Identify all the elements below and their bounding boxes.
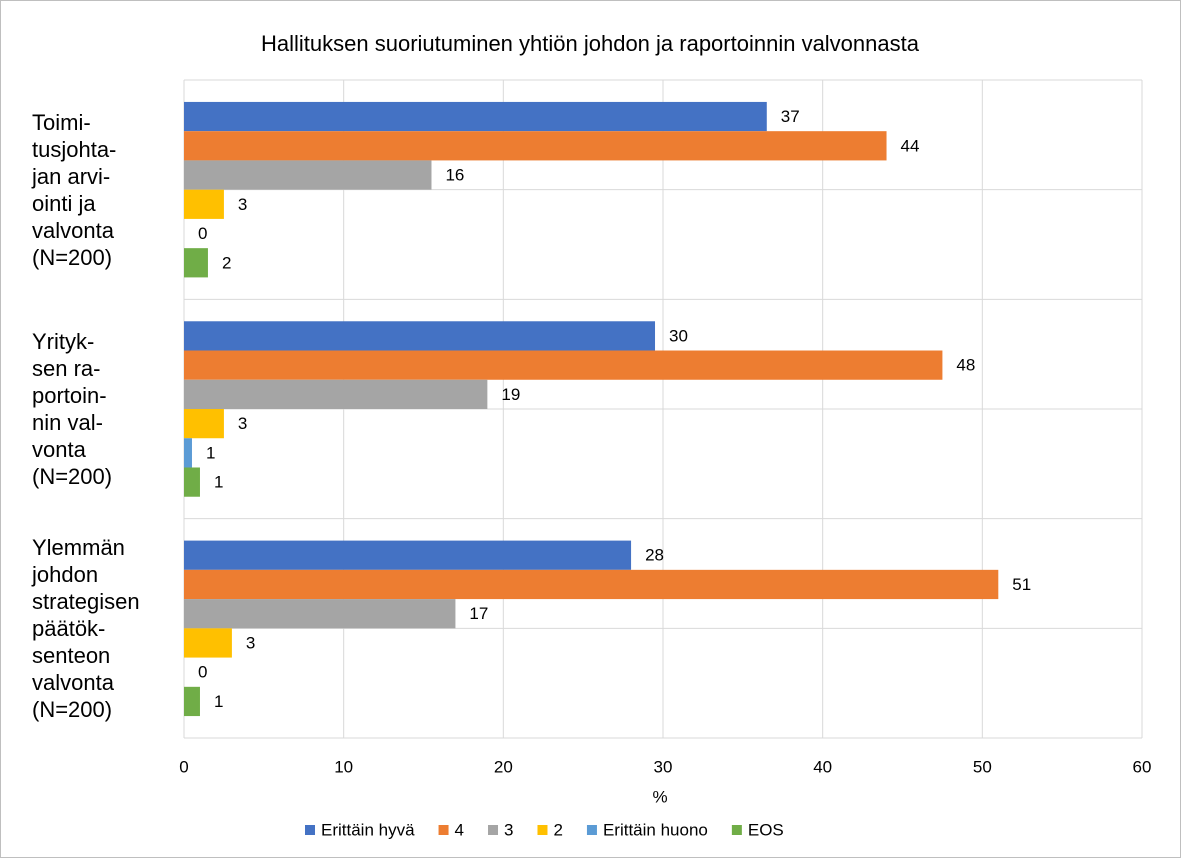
chart-title: Hallituksen suoriutuminen yhtiön johdon … <box>261 31 920 56</box>
x-axis-label: % <box>652 787 667 806</box>
bar <box>184 101 767 132</box>
legend-label: 3 <box>504 820 513 839</box>
x-tick-label: 30 <box>654 757 673 776</box>
legend-swatch <box>305 825 315 835</box>
bar <box>184 379 488 409</box>
bar <box>184 540 632 570</box>
bar <box>184 131 887 161</box>
data-label: 37 <box>781 107 800 126</box>
bar <box>184 248 208 278</box>
bar <box>184 438 192 468</box>
bar <box>184 599 456 629</box>
bar <box>184 569 999 600</box>
data-label: 1 <box>214 473 223 492</box>
data-label: 2 <box>222 253 231 272</box>
data-label: 51 <box>1012 575 1031 594</box>
data-label: 30 <box>669 326 688 345</box>
y-tick-label: Yrityk- sen ra- portoin- nin val- vonta … <box>32 329 113 489</box>
x-tick-label: 40 <box>813 757 832 776</box>
x-tick-label: 0 <box>179 757 188 776</box>
legend-label: Erittäin hyvä <box>321 820 415 839</box>
legend-swatch <box>438 825 449 835</box>
y-tick-label: Toimi- tusjohta- jan arvi- ointi ja valv… <box>32 109 117 270</box>
data-label: 16 <box>445 166 464 185</box>
data-label: 17 <box>469 604 488 623</box>
data-label: 48 <box>956 356 975 375</box>
legend-swatch <box>488 825 499 835</box>
data-label: 19 <box>501 385 520 404</box>
data-label: 0 <box>198 224 207 243</box>
data-label: 3 <box>246 633 255 652</box>
x-tick-label: 50 <box>973 757 992 776</box>
bar <box>184 409 224 439</box>
data-label: 0 <box>198 663 207 682</box>
bar <box>184 321 656 351</box>
bar <box>184 160 432 190</box>
data-label: 3 <box>238 195 247 214</box>
data-label: 1 <box>214 692 223 711</box>
legend-swatch <box>586 825 597 835</box>
legend-label: 2 <box>553 820 562 839</box>
bar <box>184 189 224 219</box>
legend-label: EOS <box>748 820 784 839</box>
bar <box>184 350 943 380</box>
y-tick-label: Ylemmän johdon strategisen päätök- sente… <box>32 534 140 722</box>
data-label: 44 <box>901 136 920 155</box>
legend-label: 4 <box>455 820 464 839</box>
bar <box>184 628 232 658</box>
data-label: 28 <box>645 546 664 565</box>
legend-swatch <box>537 825 548 835</box>
x-tick-label: 10 <box>334 757 353 776</box>
data-label: 3 <box>238 414 247 433</box>
legend-swatch <box>731 825 742 835</box>
bar <box>184 467 200 497</box>
data-label: 1 <box>206 443 215 462</box>
x-tick-label: 60 <box>1133 757 1152 776</box>
legend-label: Erittäin huono <box>603 820 708 839</box>
bar <box>184 686 200 717</box>
x-tick-label: 20 <box>494 757 513 776</box>
